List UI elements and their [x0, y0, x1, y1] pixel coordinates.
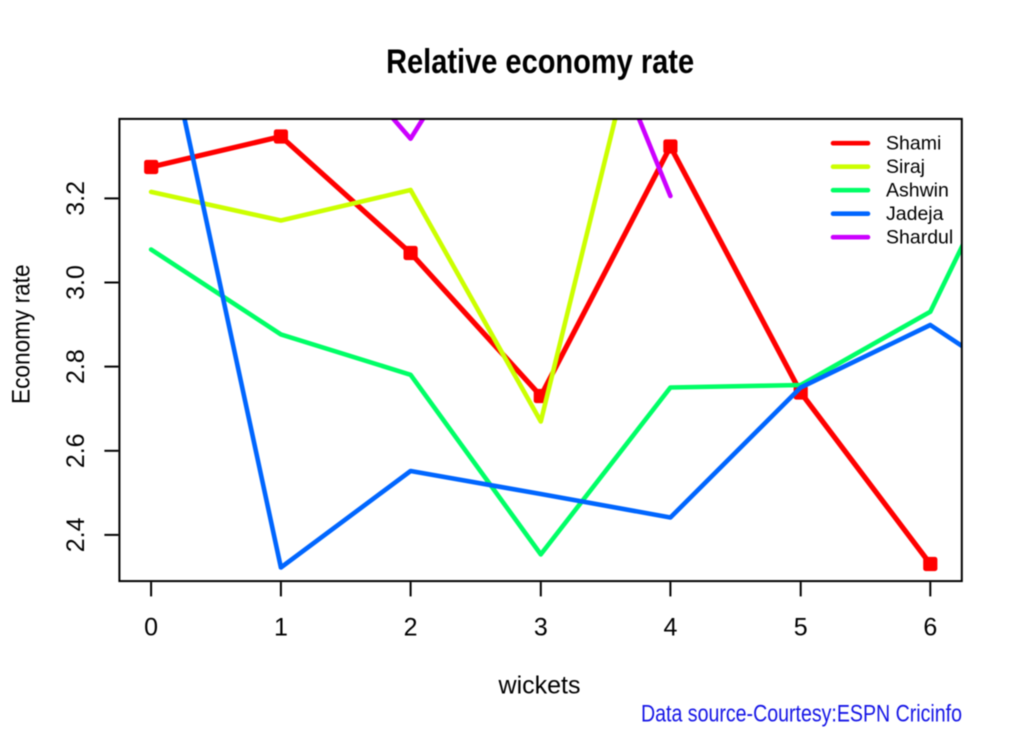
- svg-text:5: 5: [794, 614, 808, 642]
- svg-text:2.8: 2.8: [62, 349, 90, 384]
- svg-text:2.6: 2.6: [62, 433, 90, 468]
- svg-text:3.0: 3.0: [62, 265, 90, 300]
- svg-text:Relative economy rate: Relative economy rate: [386, 43, 694, 81]
- svg-text:Siraj: Siraj: [886, 156, 925, 178]
- svg-text:3: 3: [534, 614, 548, 642]
- svg-text:wickets: wickets: [498, 672, 581, 700]
- svg-text:Economy rate: Economy rate: [8, 264, 36, 404]
- svg-text:2.4: 2.4: [62, 517, 90, 552]
- svg-text:Data source-Courtesy:ESPN Cric: Data source-Courtesy:ESPN Cricinfo: [641, 702, 962, 728]
- svg-text:Shardul: Shardul: [886, 227, 953, 249]
- svg-text:3.2: 3.2: [62, 181, 90, 216]
- svg-text:0: 0: [144, 614, 158, 642]
- svg-text:2: 2: [404, 614, 418, 642]
- svg-text:4: 4: [663, 614, 677, 642]
- svg-text:6: 6: [923, 614, 937, 642]
- svg-text:1: 1: [274, 614, 288, 642]
- svg-text:Jadeja: Jadeja: [886, 203, 944, 225]
- svg-text:Ashwin: Ashwin: [886, 180, 949, 202]
- svg-text:Shami: Shami: [886, 133, 941, 155]
